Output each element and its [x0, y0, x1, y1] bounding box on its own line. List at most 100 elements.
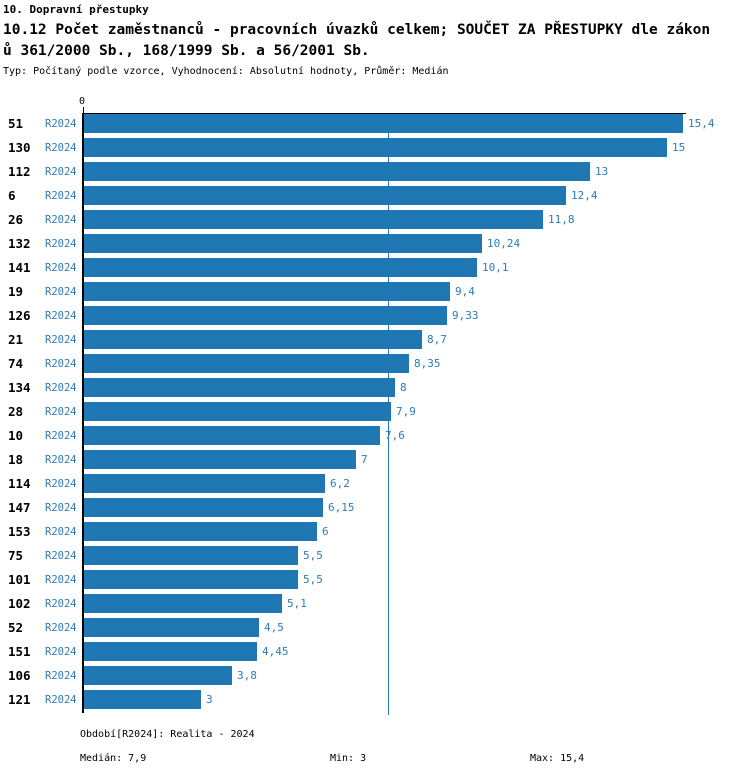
value-label: 3: [206, 693, 213, 706]
category-label: 52: [8, 620, 24, 635]
chart-row: 106 R2024 3,8: [0, 666, 750, 685]
value-label: 8,35: [414, 357, 441, 370]
category-label: 102: [8, 596, 31, 611]
chart-row: 132 R2024 10,24: [0, 234, 750, 253]
category-label: 75: [8, 548, 24, 563]
series-label: R2024: [45, 190, 77, 202]
footer-max-value: Max: 15,4: [530, 753, 585, 764]
value-label: 5,5: [303, 573, 323, 586]
value-bar: [84, 474, 325, 493]
chart-row: 147 R2024 6,15: [0, 498, 750, 517]
chart-row: 126 R2024 9,33: [0, 306, 750, 325]
series-label: R2024: [45, 142, 77, 154]
value-label: 7,9: [396, 405, 416, 418]
chart-row: 21 R2024 8,7: [0, 330, 750, 349]
chart-row: 153 R2024 6: [0, 522, 750, 541]
chart-row: 121 R2024 3: [0, 690, 750, 709]
chart-row: 102 R2024 5,1: [0, 594, 750, 613]
chart-row: 26 R2024 11,8: [0, 210, 750, 229]
category-label: 6: [8, 188, 16, 203]
category-label: 121: [8, 692, 31, 707]
value-label: 8,7: [427, 333, 447, 346]
value-bar: [84, 546, 298, 565]
value-label: 4,5: [264, 621, 284, 634]
series-label: R2024: [45, 430, 77, 442]
category-label: 74: [8, 356, 24, 371]
chart-row: 51 R2024 15,4: [0, 114, 750, 133]
value-bar: [84, 258, 477, 277]
chart-row: 112 R2024 13: [0, 162, 750, 181]
value-bar: [84, 450, 356, 469]
category-label: 132: [8, 236, 31, 251]
category-label: 147: [8, 500, 31, 515]
series-label: R2024: [45, 454, 77, 466]
chart-row: 10 R2024 7,6: [0, 426, 750, 445]
series-label: R2024: [45, 118, 77, 130]
value-bar: [84, 354, 409, 373]
series-label: R2024: [45, 406, 77, 418]
category-label: 130: [8, 140, 31, 155]
value-bar: [84, 114, 683, 133]
series-label: R2024: [45, 574, 77, 586]
value-bar: [84, 618, 259, 637]
series-label: R2024: [45, 166, 77, 178]
value-label: 13: [595, 165, 609, 178]
category-label: 18: [8, 452, 24, 467]
series-label: R2024: [45, 262, 77, 274]
value-label: 9,4: [455, 285, 475, 298]
value-bar: [84, 378, 395, 397]
series-label: R2024: [45, 502, 77, 514]
category-label: 21: [8, 332, 24, 347]
series-label: R2024: [45, 526, 77, 538]
value-bar: [84, 642, 257, 661]
value-bar: [84, 330, 422, 349]
value-bar: [84, 138, 667, 157]
chart-row: 28 R2024 7,9: [0, 402, 750, 421]
chart-row: 151 R2024 4,45: [0, 642, 750, 661]
report-meta-line: Typ: Počítaný podle vzorce, Vyhodnocení:…: [3, 66, 449, 77]
chart-row: 101 R2024 5,5: [0, 570, 750, 589]
category-label: 114: [8, 476, 31, 491]
value-bar: [84, 570, 298, 589]
series-label: R2024: [45, 478, 77, 490]
category-label: 153: [8, 524, 31, 539]
footer-period-legend: Období[R2024]: Realita - 2024: [80, 729, 255, 740]
value-bar: [84, 522, 317, 541]
footer-min-value: Min: 3: [330, 753, 367, 764]
value-label: 6,2: [330, 477, 350, 490]
series-label: R2024: [45, 286, 77, 298]
series-label: R2024: [45, 550, 77, 562]
chart-row: 74 R2024 8,35: [0, 354, 750, 373]
series-label: R2024: [45, 694, 77, 706]
value-label: 7: [361, 453, 368, 466]
category-label: 101: [8, 572, 31, 587]
value-bar: [84, 498, 323, 517]
value-bar: [84, 210, 543, 229]
value-bar: [84, 234, 482, 253]
x-axis-zero-tick: [83, 107, 84, 113]
value-label: 4,45: [262, 645, 289, 658]
chart-row: 114 R2024 6,2: [0, 474, 750, 493]
chart-row: 6 R2024 12,4: [0, 186, 750, 205]
value-label: 6: [322, 525, 329, 538]
value-label: 10,24: [487, 237, 521, 250]
value-bar: [84, 162, 590, 181]
category-label: 19: [8, 284, 24, 299]
report-indicator-title-line2: ů 361/2000 Sb., 168/1999 Sb. a 56/2001 S…: [3, 43, 370, 59]
category-label: 26: [8, 212, 24, 227]
category-label: 134: [8, 380, 31, 395]
category-label: 112: [8, 164, 31, 179]
y-axis-line: [82, 113, 84, 713]
category-label: 151: [8, 644, 31, 659]
value-label: 15: [672, 141, 686, 154]
series-label: R2024: [45, 646, 77, 658]
value-label: 11,8: [548, 213, 575, 226]
series-label: R2024: [45, 358, 77, 370]
series-label: R2024: [45, 670, 77, 682]
value-bar: [84, 306, 447, 325]
chart-row: 19 R2024 9,4: [0, 282, 750, 301]
category-label: 28: [8, 404, 24, 419]
series-label: R2024: [45, 334, 77, 346]
value-bar: [84, 402, 391, 421]
